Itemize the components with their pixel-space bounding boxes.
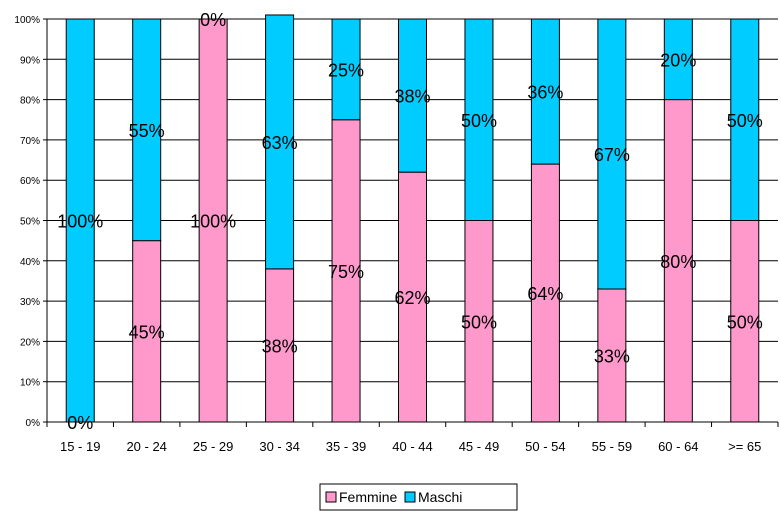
legend-label: Femmine xyxy=(339,489,398,505)
y-axis: 0% 10% 20% 30% 40% 50% 60% 70% 80% 90% 100% xyxy=(14,15,48,429)
y-tick-label: 0% xyxy=(26,418,41,429)
y-tick-label: 100% xyxy=(14,15,40,26)
x-tick-label: 15 - 19 xyxy=(60,439,100,454)
bar-maschi xyxy=(464,18,494,221)
y-tick-label: 60% xyxy=(20,176,40,187)
data-label: 64% xyxy=(527,284,563,304)
bar-maschi xyxy=(265,14,295,270)
y-tick-label: 90% xyxy=(20,55,40,66)
y-tick-label: 10% xyxy=(20,378,40,389)
x-tick-label: 35 - 39 xyxy=(326,439,366,454)
bar-maschi xyxy=(530,18,560,165)
bar-maschi xyxy=(730,18,760,221)
data-label: 20% xyxy=(660,50,696,70)
data-label: 67% xyxy=(594,145,630,165)
data-label: 0% xyxy=(200,10,226,30)
data-label: 36% xyxy=(527,83,563,103)
legend-swatch-femmine xyxy=(325,491,337,503)
bar-femmine xyxy=(331,119,361,423)
data-label: 62% xyxy=(394,288,430,308)
bar-maschi xyxy=(663,18,693,101)
data-label: 50% xyxy=(461,312,497,332)
data-label: 50% xyxy=(461,111,497,131)
legend-label: Maschi xyxy=(418,489,462,505)
bar-maschi xyxy=(331,18,361,121)
data-label: 50% xyxy=(727,312,763,332)
bar-maschi xyxy=(597,18,627,290)
x-tick-label: 20 - 24 xyxy=(126,439,166,454)
y-tick-label: 20% xyxy=(20,337,40,348)
bar-femmine xyxy=(730,220,760,423)
bar-maschi xyxy=(398,18,427,173)
legend-box xyxy=(319,483,518,511)
y-tick-label: 80% xyxy=(20,96,40,107)
legend: Femmine Maschi xyxy=(319,483,518,511)
x-tick-label: 50 - 54 xyxy=(525,439,565,454)
data-label: 80% xyxy=(660,252,696,272)
y-tick-label: 30% xyxy=(20,297,40,308)
data-label: 25% xyxy=(328,60,364,80)
x-tick-label: 60 - 64 xyxy=(658,439,698,454)
data-label: 75% xyxy=(328,262,364,282)
x-axis: 15 - 19 20 - 24 25 - 29 30 - 34 35 - 39 40 - … xyxy=(46,421,779,454)
bar-femmine xyxy=(663,99,693,423)
data-label: 100% xyxy=(190,212,236,232)
legend-swatch-maschi xyxy=(404,491,416,503)
data-label: 45% xyxy=(129,322,165,342)
x-tick-label: 55 - 59 xyxy=(592,439,632,454)
data-label: 38% xyxy=(262,336,298,356)
x-tick-label: 25 - 29 xyxy=(193,439,233,454)
data-label: 38% xyxy=(394,87,430,107)
data-label: 0% xyxy=(67,413,93,433)
data-labels: 0% 100% 45% 55% 100% 0% 38% 63% 75% 25% 62% 38% 50% 5… xyxy=(57,10,763,433)
y-tick-label: 50% xyxy=(20,217,40,228)
data-label: 55% xyxy=(129,121,165,141)
bar-group xyxy=(65,14,760,423)
bar-femmine xyxy=(132,240,162,423)
x-tick-label: 40 - 44 xyxy=(392,439,432,454)
data-label: 50% xyxy=(727,111,763,131)
bar-femmine xyxy=(198,18,228,423)
x-tick-label: 30 - 34 xyxy=(259,439,299,454)
y-tick-label: 40% xyxy=(20,257,40,268)
data-label: 63% xyxy=(262,133,298,153)
bar-maschi xyxy=(65,18,95,423)
x-tick-label: 45 - 49 xyxy=(459,439,499,454)
x-tick-label: >= 65 xyxy=(728,439,761,454)
bar-femmine xyxy=(398,171,427,423)
data-label: 33% xyxy=(594,347,630,367)
data-label: 100% xyxy=(57,212,103,232)
y-tick-label: 70% xyxy=(20,136,40,147)
bar-maschi xyxy=(132,18,162,242)
bar-femmine xyxy=(530,163,560,423)
